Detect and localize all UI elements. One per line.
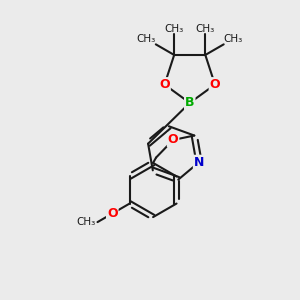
- Text: CH₃: CH₃: [77, 217, 96, 227]
- Text: CH₃: CH₃: [196, 24, 215, 34]
- Text: CH₃: CH₃: [136, 34, 156, 44]
- Text: O: O: [168, 134, 178, 146]
- Text: B: B: [185, 96, 194, 110]
- Text: CH₃: CH₃: [224, 34, 243, 44]
- Text: O: O: [210, 78, 220, 91]
- Text: N: N: [194, 156, 204, 169]
- Text: O: O: [159, 78, 170, 91]
- Text: O: O: [107, 207, 118, 220]
- Text: CH₃: CH₃: [164, 24, 184, 34]
